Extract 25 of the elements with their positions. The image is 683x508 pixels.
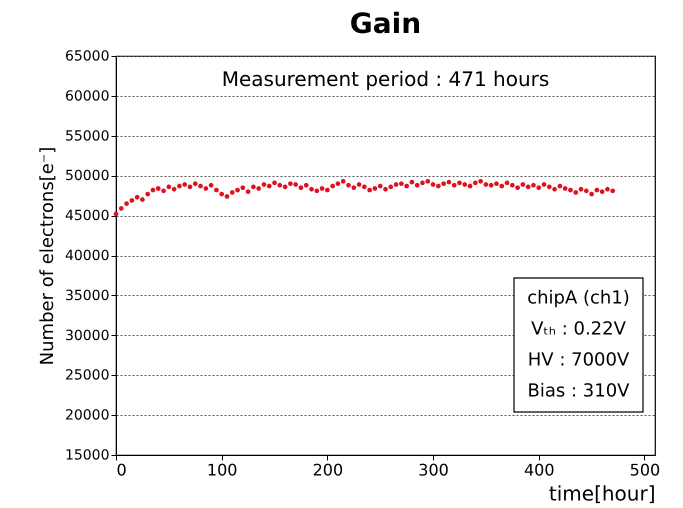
y-tick-label: 50000 — [64, 168, 110, 184]
y-tick-label: 25000 — [64, 368, 110, 384]
y-tick-label: 45000 — [64, 208, 110, 224]
x-axis-title: time[hour] — [548, 482, 656, 506]
y-tick-label: 15000 — [64, 448, 110, 464]
annotation: Measurement period : 471 hours — [222, 67, 550, 91]
chart-title: Gain — [350, 7, 422, 40]
annotation: chipA (ch1) — [527, 288, 630, 308]
y-tick-label: 65000 — [64, 48, 110, 64]
y-tick-label: 60000 — [64, 88, 110, 104]
x-tick-label: 200 — [312, 460, 344, 480]
x-tick-label: 0 — [116, 460, 127, 480]
y-tick-label: 55000 — [64, 128, 110, 144]
annotation: Vₜₕ : 0.22V — [531, 318, 627, 340]
y-tick-label: 20000 — [64, 408, 110, 424]
y-tick-label: 35000 — [64, 288, 110, 304]
y-axis-title: Number of electrons[e⁻] — [36, 146, 58, 366]
x-tick-label: 100 — [206, 460, 238, 480]
annotation: Bias : 310V — [528, 380, 630, 402]
y-tick-label: 30000 — [64, 328, 110, 344]
x-tick-label: 300 — [418, 460, 449, 480]
y-tick-label: 40000 — [64, 248, 110, 264]
x-tick-label: 500 — [630, 460, 660, 480]
x-tick-label: 400 — [524, 460, 555, 480]
annotation: HV : 7000V — [528, 350, 630, 370]
